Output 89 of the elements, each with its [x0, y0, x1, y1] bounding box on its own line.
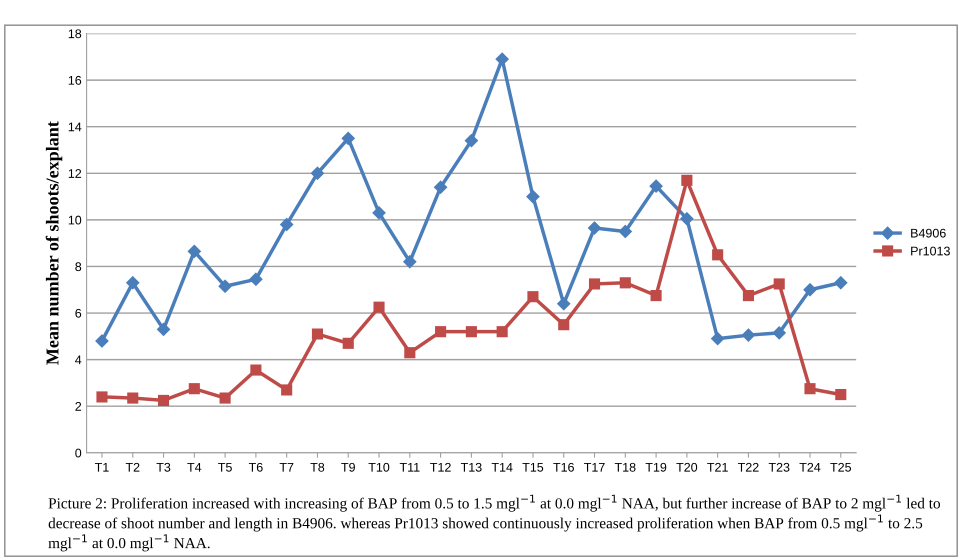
point: [310, 166, 324, 180]
point: [620, 277, 631, 288]
y-tick-label: 0: [75, 448, 82, 458]
x-tick-label: T2: [126, 462, 140, 472]
point: [220, 392, 231, 404]
point: [834, 276, 848, 290]
x-tick-label: T17: [584, 462, 605, 472]
x-tick-label: T6: [248, 462, 263, 472]
point: [156, 322, 170, 336]
point: [188, 244, 201, 258]
x-tick-label: T18: [614, 462, 636, 472]
x-tick-label: T1: [94, 462, 109, 472]
point: [772, 326, 786, 340]
x-tick-label: T16: [553, 462, 574, 472]
point: [158, 394, 170, 406]
x-tick-label: T23: [768, 462, 790, 472]
x-tick-label: T14: [492, 462, 513, 472]
point: [588, 221, 602, 235]
point: [496, 326, 508, 338]
point: [496, 52, 509, 66]
point: [804, 383, 816, 394]
point: [403, 255, 416, 268]
point: [126, 276, 140, 290]
point: [127, 392, 138, 404]
point: [774, 278, 785, 290]
point: [404, 347, 416, 358]
point: [649, 180, 663, 193]
point: [681, 174, 692, 186]
y-tick-label: 8: [75, 262, 82, 272]
point: [803, 283, 817, 296]
x-tick-label: T12: [430, 462, 451, 472]
point: [188, 383, 200, 394]
point: [742, 328, 756, 342]
point: [218, 280, 232, 293]
point: [527, 291, 539, 302]
x-tick-label: T10: [368, 462, 390, 472]
x-tick-label: T20: [676, 462, 698, 472]
x-tick-label: T4: [187, 462, 202, 472]
point: [250, 364, 262, 376]
point: [435, 326, 446, 338]
point: [281, 384, 292, 396]
point: [342, 338, 354, 349]
point: [373, 302, 385, 313]
point: [711, 332, 724, 346]
point: [618, 224, 632, 238]
point: [588, 278, 600, 290]
point: [96, 391, 108, 402]
y-tick-label: 6: [75, 308, 82, 318]
x-tick-label: T24: [800, 462, 820, 472]
point: [742, 290, 754, 302]
y-tick-label: 14: [68, 122, 82, 132]
x-tick-label: T9: [341, 462, 355, 472]
point: [372, 206, 386, 220]
x-tick-label: T3: [156, 462, 170, 472]
x-tick-label: T13: [460, 462, 482, 472]
x-tick-label: T5: [218, 462, 232, 472]
y-axis-title: Mean number of shoots/explant: [46, 121, 62, 365]
point: [312, 328, 324, 340]
point: [835, 389, 846, 400]
point: [95, 334, 109, 348]
point: [464, 134, 478, 148]
y-tick-label: 10: [68, 216, 82, 225]
y-tick-label: 4: [75, 356, 82, 364]
point: [434, 180, 448, 194]
point: [526, 190, 540, 204]
point: [650, 290, 662, 302]
legend-label: Pr1013: [911, 246, 950, 256]
x-tick-label: T25: [830, 462, 852, 472]
legend-label: B4906: [911, 228, 946, 238]
point: [557, 297, 570, 310]
x-tick-label: T11: [400, 462, 420, 472]
x-tick-label: T21: [707, 462, 728, 472]
point: [558, 319, 570, 330]
x-tick-label: T15: [522, 462, 544, 472]
x-tick-label: T22: [738, 462, 759, 472]
y-tick-label: 18: [68, 29, 82, 38]
point: [466, 326, 477, 338]
y-tick-label: 2: [75, 402, 82, 411]
x-tick-label: T19: [646, 462, 666, 472]
x-tick-label: T8: [310, 462, 324, 472]
point: [280, 218, 294, 232]
point: [249, 272, 262, 286]
point: [680, 212, 694, 226]
y-tick-label: 16: [68, 76, 82, 85]
text: Picture 2: Proliferation increased with increasing of BAP from 0.5 to 1.5 mgl$^{−1}$ at 0.0 mgl$^{−1}$ NAA, but further increase of BAP to 2 mgl$^{−1}$ led to decrease of shoot number and length in B4906. whereas Pr1013 showed continuously increased proliferation when BAP from 0.5 mgl$^{−1}$ to 2.5 mgl$^{−1}$ at 0.0 mgl$^{−1}$ NAA.: [48, 494, 940, 552]
point: [342, 132, 355, 145]
point: [712, 249, 724, 260]
y-tick-label: 12: [68, 169, 82, 178]
x-tick-label: T7: [280, 462, 294, 472]
